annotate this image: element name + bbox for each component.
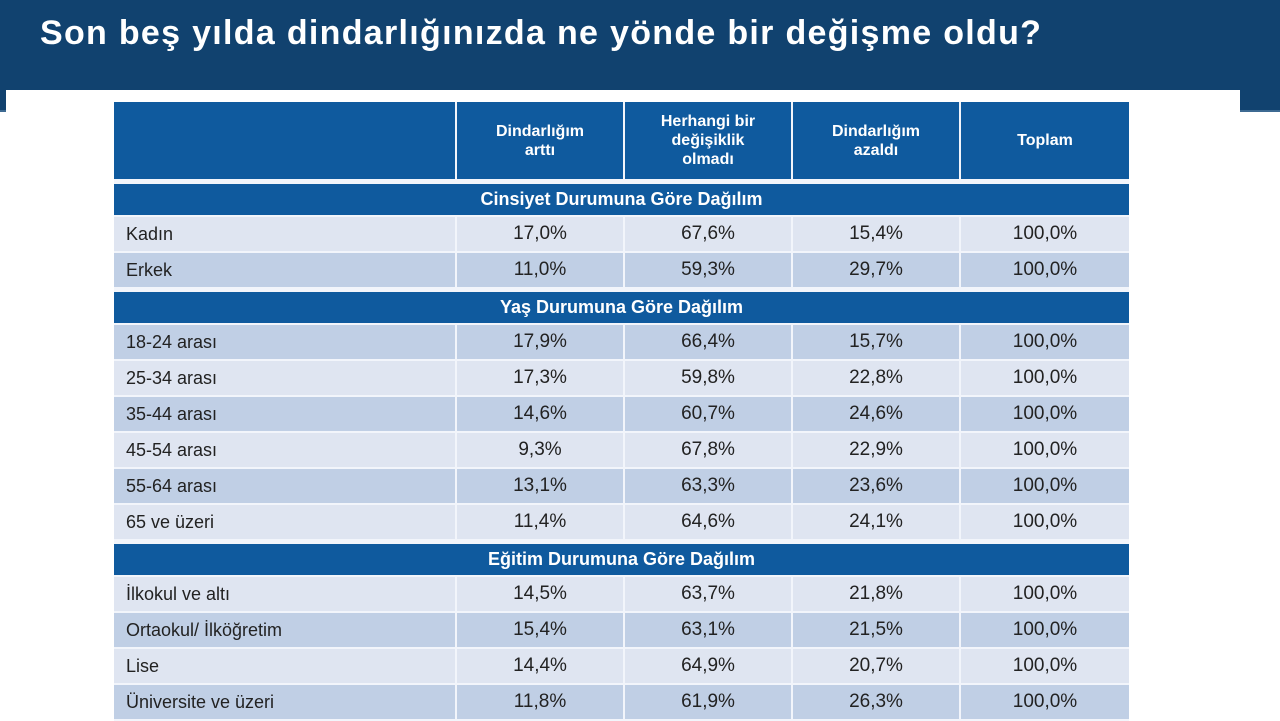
table-row: 18-24 arası 17,9% 66,4% 15,7% 100,0%: [114, 325, 1129, 361]
row-label: 25-34 arası: [114, 361, 457, 397]
value-total: 100,0%: [961, 253, 1129, 289]
value-increased: 11,8%: [457, 685, 625, 721]
value-increased: 14,5%: [457, 577, 625, 613]
value-decreased: 21,8%: [793, 577, 961, 613]
value-decreased: 23,6%: [793, 469, 961, 505]
value-no-change: 63,1%: [625, 613, 793, 649]
section-title: Yaş Durumuna Göre Dağılım: [114, 289, 1129, 325]
value-increased: 14,4%: [457, 649, 625, 685]
value-decreased: 20,7%: [793, 649, 961, 685]
value-decreased: 15,7%: [793, 325, 961, 361]
value-total: 100,0%: [961, 505, 1129, 541]
value-no-change: 67,8%: [625, 433, 793, 469]
row-label: 55-64 arası: [114, 469, 457, 505]
header-cell-empty: [114, 102, 457, 181]
section-header-row: Cinsiyet Durumuna Göre Dağılım: [114, 181, 1129, 217]
table-row: 25-34 arası 17,3% 59,8% 22,8% 100,0%: [114, 361, 1129, 397]
header-cell-decreased: Dindarlığım azaldı: [793, 102, 961, 181]
header-cell-no-change: Herhangi bir değişiklik olmadı: [625, 102, 793, 181]
value-total: 100,0%: [961, 469, 1129, 505]
value-increased: 9,3%: [457, 433, 625, 469]
value-total: 100,0%: [961, 685, 1129, 721]
value-total: 100,0%: [961, 577, 1129, 613]
table-body: Cinsiyet Durumuna Göre Dağılım Kadın 17,0%…: [114, 181, 1129, 721]
value-total: 100,0%: [961, 613, 1129, 649]
value-no-change: 64,9%: [625, 649, 793, 685]
value-increased: 14,6%: [457, 397, 625, 433]
table-row: 55-64 arası 13,1% 63,3% 23,6% 100,0%: [114, 469, 1129, 505]
row-label: 18-24 arası: [114, 325, 457, 361]
row-label: 45-54 arası: [114, 433, 457, 469]
row-label: 65 ve üzeri: [114, 505, 457, 541]
value-no-change: 61,9%: [625, 685, 793, 721]
value-increased: 11,0%: [457, 253, 625, 289]
value-total: 100,0%: [961, 325, 1129, 361]
value-total: 100,0%: [961, 433, 1129, 469]
row-label: Lise: [114, 649, 457, 685]
table-row: Üniversite ve üzeri 11,8% 61,9% 26,3% 100,0%: [114, 685, 1129, 721]
row-label: Ortaokul/ İlköğretim: [114, 613, 457, 649]
value-increased: 17,0%: [457, 217, 625, 253]
survey-table: Dindarlığım arttı Herhangi bir değişiklik o…: [114, 102, 1129, 721]
value-decreased: 24,1%: [793, 505, 961, 541]
table-row: Lise 14,4% 64,9% 20,7% 100,0%: [114, 649, 1129, 685]
section-title: Eğitim Durumuna Göre Dağılım: [114, 541, 1129, 577]
value-increased: 17,3%: [457, 361, 625, 397]
value-total: 100,0%: [961, 649, 1129, 685]
table-row: 45-54 arası 9,3% 67,8% 22,9% 100,0%: [114, 433, 1129, 469]
value-no-change: 63,3%: [625, 469, 793, 505]
row-label: İlkokul ve altı: [114, 577, 457, 613]
value-no-change: 59,3%: [625, 253, 793, 289]
header-cell-total: Toplam: [961, 102, 1129, 181]
title-bar: Son beş yılda dindarlığınızda ne yönde b…: [0, 0, 1280, 90]
value-increased: 15,4%: [457, 613, 625, 649]
value-no-change: 66,4%: [625, 325, 793, 361]
table-row: 35-44 arası 14,6% 60,7% 24,6% 100,0%: [114, 397, 1129, 433]
value-no-change: 67,6%: [625, 217, 793, 253]
value-no-change: 64,6%: [625, 505, 793, 541]
value-decreased: 15,4%: [793, 217, 961, 253]
section-header-row: Yaş Durumuna Göre Dağılım: [114, 289, 1129, 325]
value-no-change: 59,8%: [625, 361, 793, 397]
row-label: Kadın: [114, 217, 457, 253]
table-row: Erkek 11,0% 59,3% 29,7% 100,0%: [114, 253, 1129, 289]
row-label: 35-44 arası: [114, 397, 457, 433]
table-header-row: Dindarlığım arttı Herhangi bir değişiklik o…: [114, 102, 1129, 181]
value-total: 100,0%: [961, 397, 1129, 433]
value-decreased: 22,9%: [793, 433, 961, 469]
value-decreased: 24,6%: [793, 397, 961, 433]
section-header-row: Eğitim Durumuna Göre Dağılım: [114, 541, 1129, 577]
value-increased: 13,1%: [457, 469, 625, 505]
table-row: Ortaokul/ İlköğretim 15,4% 63,1% 21,5% 100,0…: [114, 613, 1129, 649]
value-increased: 17,9%: [457, 325, 625, 361]
value-total: 100,0%: [961, 361, 1129, 397]
value-no-change: 60,7%: [625, 397, 793, 433]
section-title: Cinsiyet Durumuna Göre Dağılım: [114, 181, 1129, 217]
value-decreased: 29,7%: [793, 253, 961, 289]
header-cell-increased: Dindarlığım arttı: [457, 102, 625, 181]
value-decreased: 21,5%: [793, 613, 961, 649]
table-row: 65 ve üzeri 11,4% 64,6% 24,1% 100,0%: [114, 505, 1129, 541]
value-increased: 11,4%: [457, 505, 625, 541]
value-decreased: 26,3%: [793, 685, 961, 721]
value-decreased: 22,8%: [793, 361, 961, 397]
value-total: 100,0%: [961, 217, 1129, 253]
title-bar-edge-left: [0, 90, 6, 112]
table-row: Kadın 17,0% 67,6% 15,4% 100,0%: [114, 217, 1129, 253]
value-no-change: 63,7%: [625, 577, 793, 613]
title-bar-edge-right: [1240, 90, 1280, 112]
page-title: Son beş yılda dindarlığınızda ne yönde b…: [40, 14, 1043, 52]
row-label: Erkek: [114, 253, 457, 289]
table-row: İlkokul ve altı 14,5% 63,7% 21,8% 100,0%: [114, 577, 1129, 613]
row-label: Üniversite ve üzeri: [114, 685, 457, 721]
